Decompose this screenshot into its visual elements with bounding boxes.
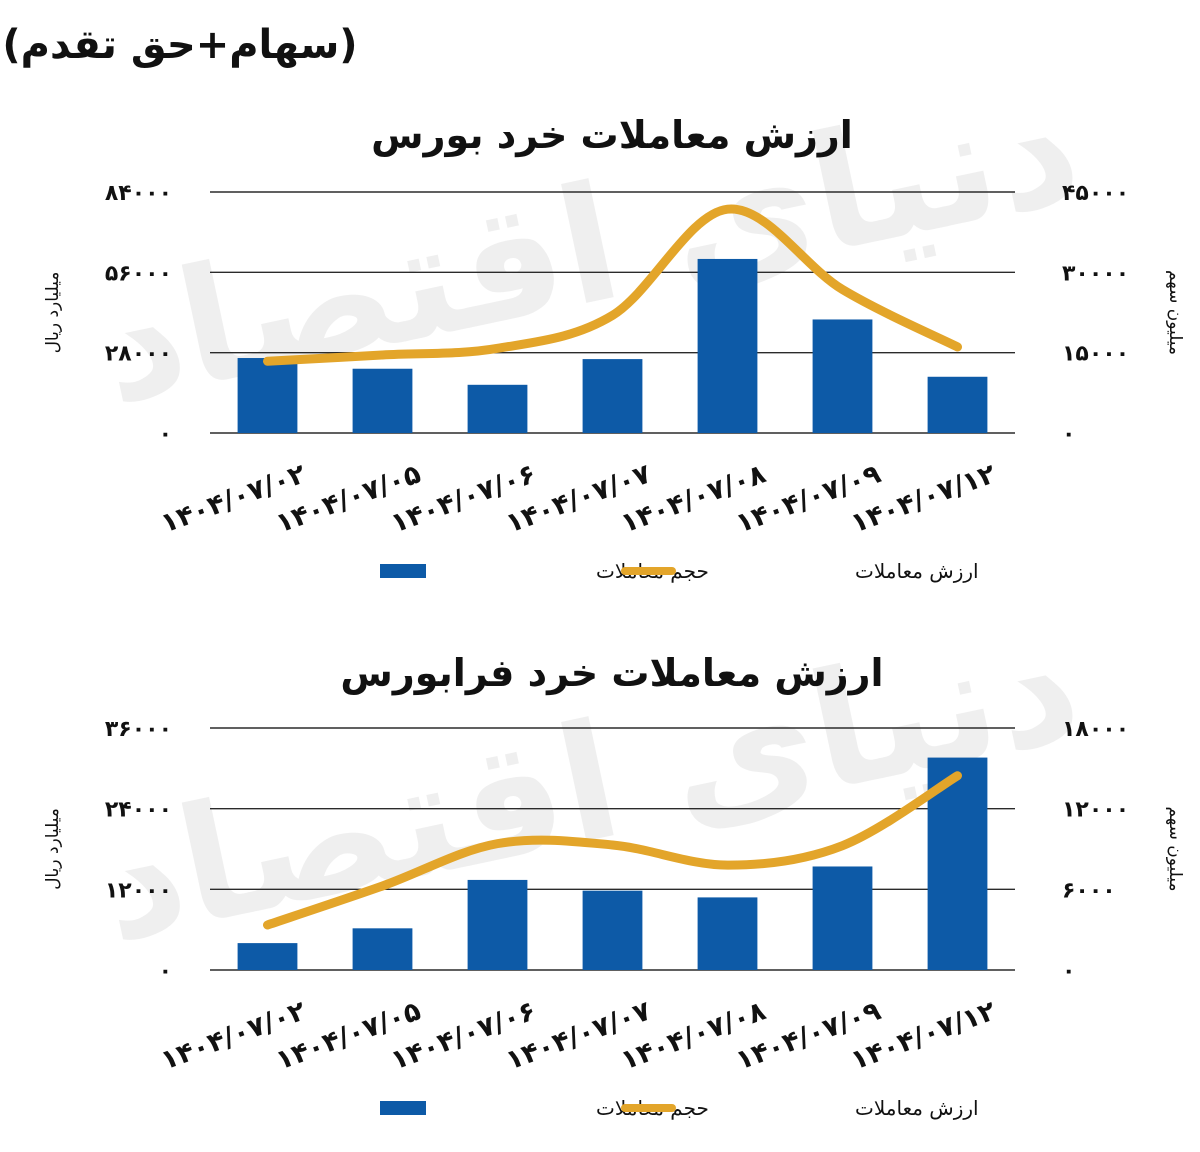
right-tick-label: ۶۰۰۰ [1062, 878, 1116, 903]
left-tick-label: ۵۶۰۰۰ [105, 261, 172, 286]
bar [812, 866, 873, 970]
left-tick-label: ۱۲۰۰۰ [105, 878, 172, 903]
left-tick-label: ۲۸۰۰۰ [105, 342, 172, 367]
right-axis-label: میلیون سهم [1165, 806, 1185, 891]
legend-label-line: ارزش معاملات [855, 1096, 979, 1120]
left-tick-label: ۰ [159, 422, 172, 447]
bar [467, 384, 528, 433]
bar [582, 359, 643, 433]
bar [582, 890, 643, 970]
left-tick-label: ۳۶۰۰۰ [105, 717, 172, 742]
legend-swatch-bar [380, 564, 426, 578]
bar [467, 879, 528, 970]
bar [927, 376, 988, 433]
line-series [263, 204, 962, 366]
bar [812, 319, 873, 433]
bar [697, 258, 758, 433]
legend-label-line: ارزش معاملات [855, 559, 979, 583]
right-tick-label: ۴۵۰۰۰ [1062, 181, 1129, 206]
bar [352, 928, 413, 970]
right-tick-label: ۱۲۰۰۰ [1062, 798, 1129, 823]
right-tick-label: ۱۵۰۰۰ [1062, 342, 1129, 367]
chart-title: ارزش معاملات خرد فرابورس [340, 651, 883, 695]
right-axis-label: میلیون سهم [1165, 270, 1185, 355]
left-tick-label: ۰ [159, 959, 172, 984]
left-axis-label: میلیارد ریال [43, 808, 63, 890]
left-tick-label: ۸۴۰۰۰ [105, 181, 172, 206]
bar [237, 358, 298, 433]
bar [237, 943, 298, 970]
right-tick-label: ۱۸۰۰۰ [1062, 717, 1129, 742]
header-note: (سهام+حق تقدم) [2, 22, 358, 68]
bar [697, 897, 758, 970]
chart-title: ارزش معاملات خرد بورس [371, 113, 853, 157]
right-tick-label: ۰ [1062, 422, 1075, 447]
left-tick-label: ۲۴۰۰۰ [105, 798, 172, 823]
line-series [263, 771, 962, 930]
left-axis-label: میلیارد ریال [43, 272, 63, 354]
right-tick-label: ۰ [1062, 959, 1075, 984]
legend-swatch-bar [380, 1101, 426, 1115]
right-tick-label: ۳۰۰۰۰ [1062, 261, 1129, 286]
bar [352, 368, 413, 433]
